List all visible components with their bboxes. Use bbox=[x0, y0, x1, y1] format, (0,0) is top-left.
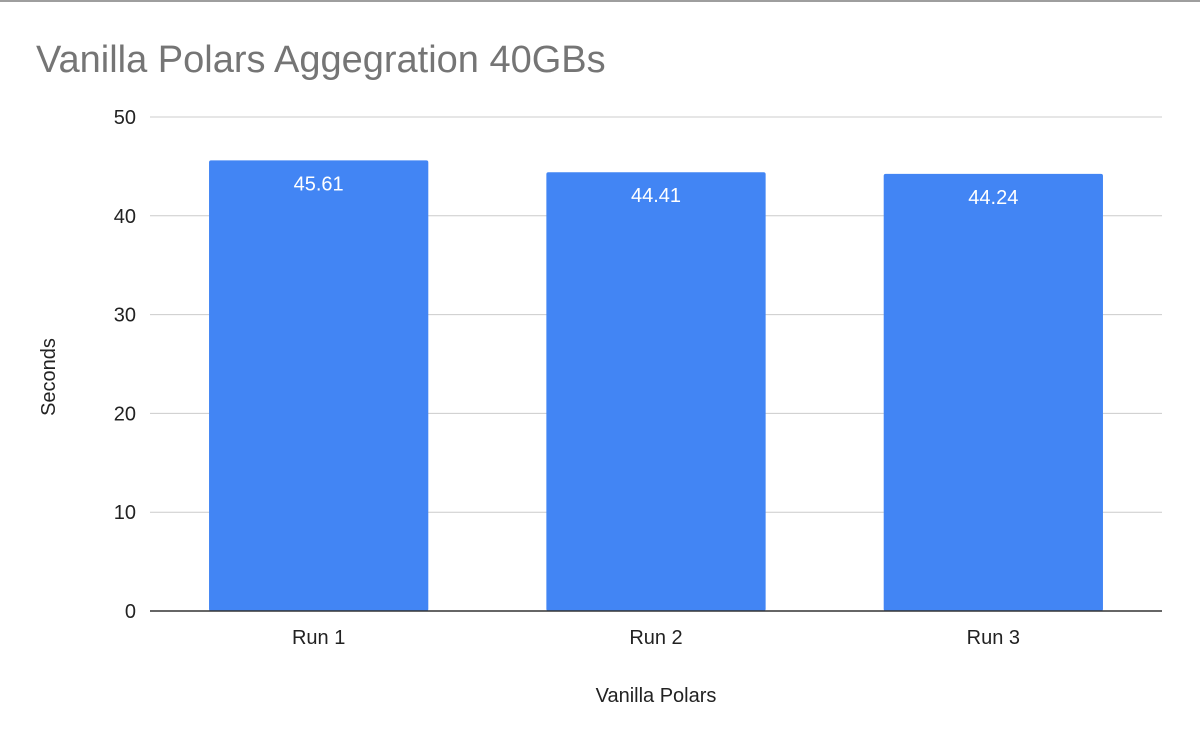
x-tick-label: Run 1 bbox=[292, 627, 345, 649]
bars bbox=[209, 160, 1103, 612]
bar-2 bbox=[546, 172, 766, 612]
x-axis-ticks: Run 1 Run 2 Run 3 bbox=[292, 627, 1020, 649]
y-axis-ticks: 0 10 20 30 40 50 bbox=[114, 107, 136, 623]
y-tick-label: 20 bbox=[114, 403, 136, 425]
chart-title: Vanilla Polars Aggegration 40GBs bbox=[36, 39, 606, 81]
x-axis-title: Vanilla Polars bbox=[596, 685, 717, 707]
y-tick-label: 40 bbox=[114, 206, 136, 228]
x-tick-label: Run 2 bbox=[629, 627, 682, 649]
y-tick-label: 30 bbox=[114, 305, 136, 327]
bar-data-label: 44.41 bbox=[631, 185, 681, 207]
bar-data-label: 44.24 bbox=[968, 187, 1018, 209]
y-tick-label: 50 bbox=[114, 107, 136, 129]
bar-data-label: 45.61 bbox=[294, 173, 344, 195]
y-tick-label: 0 bbox=[125, 601, 136, 623]
data-labels: 45.61 44.41 44.24 bbox=[294, 173, 1019, 209]
x-tick-label: Run 3 bbox=[967, 627, 1020, 649]
bar-1 bbox=[209, 160, 429, 611]
bar-3 bbox=[883, 173, 1103, 611]
y-axis-title: Seconds bbox=[38, 338, 60, 416]
y-tick-label: 10 bbox=[114, 502, 136, 524]
